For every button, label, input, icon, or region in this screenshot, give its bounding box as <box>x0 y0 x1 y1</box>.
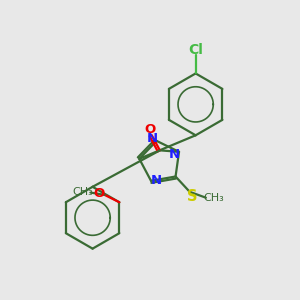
Text: CH₃: CH₃ <box>73 187 93 197</box>
Text: N: N <box>151 174 162 187</box>
Text: CH₃: CH₃ <box>203 193 224 203</box>
Text: N: N <box>146 132 158 145</box>
Text: N: N <box>169 148 180 161</box>
Text: O: O <box>145 123 156 136</box>
Text: S: S <box>187 189 197 204</box>
Text: Cl: Cl <box>188 43 203 57</box>
Text: O: O <box>94 187 105 200</box>
